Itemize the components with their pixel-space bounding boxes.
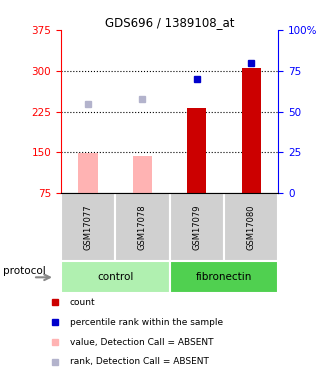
Bar xyxy=(115,193,170,261)
Bar xyxy=(170,193,224,261)
Bar xyxy=(61,193,115,261)
Text: protocol: protocol xyxy=(3,266,46,276)
Bar xyxy=(78,153,98,193)
Bar xyxy=(61,261,170,292)
Text: percentile rank within the sample: percentile rank within the sample xyxy=(70,318,223,327)
Text: count: count xyxy=(70,298,95,307)
Title: GDS696 / 1389108_at: GDS696 / 1389108_at xyxy=(105,16,234,29)
Bar xyxy=(224,193,278,261)
Bar xyxy=(133,156,152,193)
Text: GSM17079: GSM17079 xyxy=(192,204,201,250)
Text: GSM17077: GSM17077 xyxy=(84,204,92,250)
Text: GSM17080: GSM17080 xyxy=(247,204,256,250)
Bar xyxy=(187,108,206,193)
Text: value, Detection Call = ABSENT: value, Detection Call = ABSENT xyxy=(70,338,213,346)
Text: rank, Detection Call = ABSENT: rank, Detection Call = ABSENT xyxy=(70,357,209,366)
Text: control: control xyxy=(97,272,133,282)
Bar xyxy=(170,261,278,292)
Bar xyxy=(242,68,261,193)
Text: fibronectin: fibronectin xyxy=(196,272,252,282)
Text: GSM17078: GSM17078 xyxy=(138,204,147,250)
